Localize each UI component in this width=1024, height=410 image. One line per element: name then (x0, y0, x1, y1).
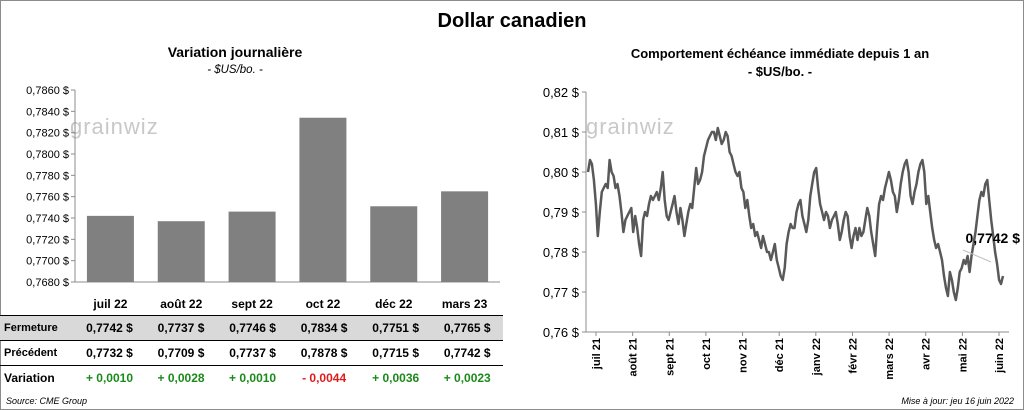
table-cell: 0,7878 $ (288, 340, 360, 366)
y-tick-label: 0,7780 $ (26, 170, 69, 182)
y-tick-label: 0,80 $ (543, 165, 580, 180)
bar (299, 117, 347, 282)
update-note: Mise à jour: jeu 16 juin 2022 (901, 396, 1014, 406)
x-tick-label: juin 22 (994, 338, 1006, 374)
table-cell: 0,7751 $ (359, 315, 432, 341)
y-tick-label: 0,79 $ (543, 205, 580, 220)
x-tick-label: oct 22 (306, 297, 341, 311)
y-tick-label: 0,7760 $ (26, 192, 69, 204)
table-cell: 0,7742 $ (73, 315, 146, 341)
x-tick-label: juil 21 (591, 338, 603, 370)
bar (86, 215, 134, 282)
x-tick-label: déc 22 (375, 297, 413, 311)
x-tick-label: mars 22 (884, 338, 896, 380)
y-tick-label: 0,82 $ (543, 85, 580, 100)
bar (370, 206, 418, 282)
y-tick-label: 0,7800 $ (26, 149, 69, 161)
source-note: Source: CME Group (6, 396, 88, 406)
y-tick-label: 0,7740 $ (26, 213, 69, 225)
table-cell: + 0,0036 (372, 371, 420, 385)
x-tick-label: avr 22 (921, 338, 933, 370)
table-cell: 0,7715 $ (359, 340, 432, 366)
table-cell: + 0,0028 (157, 371, 205, 385)
x-tick-label: juil 22 (92, 297, 127, 311)
main-title: Dollar canadien (437, 10, 587, 32)
y-tick-label: 0,7700 $ (26, 256, 69, 268)
right-watermark-logo: grainwiz (586, 114, 675, 139)
table-cell: 0,7709 $ (145, 340, 217, 366)
price-line (586, 126, 1005, 302)
row-label: Fermeture (0, 315, 74, 341)
x-tick-label: janv 22 (811, 338, 823, 376)
y-tick-label: 0,7860 $ (26, 85, 69, 97)
x-tick-label: mars 23 (442, 297, 488, 311)
row-label: Précédent (0, 340, 74, 366)
bar (157, 221, 205, 282)
y-tick-label: 0,81 $ (543, 125, 580, 140)
table-cell: - 0,0044 (302, 371, 347, 385)
x-tick-label: févr 22 (847, 338, 859, 373)
line-chart: 0,76 $ 0,77 $ 0,78 $ 0,79 $ 0,80 $ 0,81 $ 0,82… (543, 85, 1021, 380)
x-tick-label: nov 21 (738, 338, 750, 373)
y-tick-label: 0,78 $ (543, 245, 580, 260)
table-cell: 0,7742 $ (431, 340, 503, 366)
table-cell: 0,7746 $ (216, 315, 289, 341)
y-tick-label: 0,7720 $ (26, 234, 69, 246)
table-cell: 0,7834 $ (288, 315, 360, 341)
left-chart-title: Variation journalière (167, 44, 303, 60)
y-tick-label: 0,76 $ (543, 325, 580, 340)
table-cell: + 0,0023 (443, 371, 491, 385)
row-label: Variation (4, 371, 55, 385)
x-tick-label: mai 22 (957, 338, 969, 372)
table-cell: 0,7737 $ (145, 315, 217, 341)
y-tick-label: 0,77 $ (543, 285, 580, 300)
table-cell: + 0,0010 (85, 371, 133, 385)
last-value-label: 0,7742 $ (966, 230, 1021, 246)
bar-chart: 0,7680 $ 0,7700 $ 0,7720 $ 0,7740 $ 0,7760 $… (26, 85, 500, 311)
left-watermark-logo: grainwiz (70, 114, 159, 139)
x-tick-label: août 22 (160, 297, 202, 311)
y-tick-label: 0,7840 $ (26, 106, 69, 118)
table-row-precedent: Précédent 0,7732 $ 0,7709 $ 0,7737 $ 0,7… (0, 340, 503, 366)
right-chart-unit: - $US/bo. - (747, 64, 813, 79)
bar (441, 191, 489, 282)
table-cell: 0,7765 $ (431, 315, 503, 341)
values-table: Fermeture 0,7742 $ 0,7737 $ 0,7746 $ 0,7… (0, 315, 503, 390)
x-tick-label: déc 21 (774, 338, 786, 372)
x-tick-label: sept 22 (231, 297, 273, 311)
bar (228, 211, 276, 282)
last-value-leader (962, 249, 992, 263)
left-chart-unit: - $US/bo. - (207, 64, 263, 76)
x-tick-label: sept 21 (664, 338, 676, 376)
table-row-fermeture: Fermeture 0,7742 $ 0,7737 $ 0,7746 $ 0,7… (0, 315, 503, 341)
table-cell: + 0,0010 (229, 371, 277, 385)
table-cell: 0,7737 $ (216, 340, 289, 366)
x-tick-label: août 21 (628, 338, 640, 377)
y-tick-label: 0,7820 $ (26, 128, 69, 140)
table-row-variation: Variation + 0,0010 + 0,0028 + 0,0010 - 0… (0, 366, 503, 391)
y-tick-label: 0,7680 $ (26, 277, 69, 289)
right-chart-title: Comportement échéance immédiate depuis 1… (630, 46, 930, 61)
table-cell: 0,7732 $ (73, 340, 146, 366)
x-tick-label: oct 21 (701, 338, 713, 370)
